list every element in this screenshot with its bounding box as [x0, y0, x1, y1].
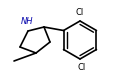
Text: NH: NH [21, 17, 33, 26]
Text: Cl: Cl [77, 63, 85, 72]
Text: Cl: Cl [75, 8, 83, 17]
